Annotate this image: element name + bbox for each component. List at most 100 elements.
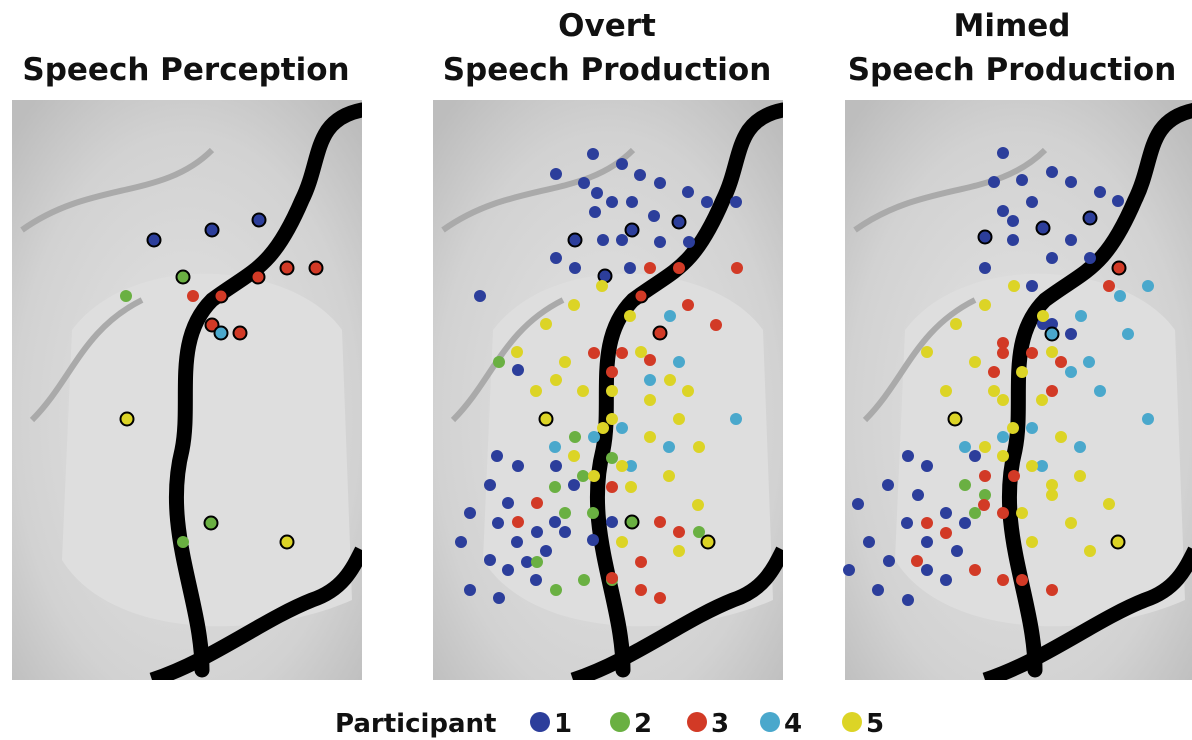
electrode — [682, 385, 694, 397]
electrode — [493, 592, 505, 604]
electrode — [940, 385, 952, 397]
electrode — [664, 374, 676, 386]
electrode — [852, 498, 864, 510]
electrode — [883, 555, 895, 567]
electrode — [921, 346, 933, 358]
legend-marker — [687, 712, 707, 732]
electrode — [682, 186, 694, 198]
electrode — [648, 210, 660, 222]
electrode — [693, 526, 705, 538]
electrode — [634, 169, 646, 181]
electrode — [568, 450, 580, 462]
electrode — [531, 526, 543, 538]
brain-panels — [12, 100, 1192, 680]
electrode — [731, 262, 743, 274]
electrode — [491, 450, 503, 462]
electrode — [591, 187, 603, 199]
electrode — [1026, 422, 1038, 434]
electrode — [1074, 441, 1086, 453]
electrode — [1007, 422, 1019, 434]
legend-label: 5 — [866, 709, 884, 739]
electrode — [474, 290, 486, 302]
electrode — [644, 262, 656, 274]
electrode — [1084, 545, 1096, 557]
electrode — [464, 584, 476, 596]
electrode — [616, 347, 628, 359]
electrode — [644, 374, 656, 386]
electrode — [550, 584, 562, 596]
electrode — [530, 385, 542, 397]
electrode — [540, 413, 553, 426]
electrode — [148, 234, 161, 247]
electrode — [1055, 356, 1067, 368]
electrode — [1046, 385, 1058, 397]
electrode — [997, 394, 1009, 406]
electrode — [511, 536, 523, 548]
electrode — [616, 422, 628, 434]
electrode — [997, 450, 1009, 462]
electrode — [177, 536, 189, 548]
electrode — [682, 299, 694, 311]
electrode — [512, 516, 524, 528]
electrode — [455, 536, 467, 548]
electrode — [1065, 234, 1077, 246]
electrode — [1122, 328, 1134, 340]
electrode — [940, 527, 952, 539]
electrode — [949, 413, 962, 426]
electrode — [673, 413, 685, 425]
legend-label: 3 — [711, 709, 729, 739]
electrode — [997, 205, 1009, 217]
electrode — [530, 574, 542, 586]
electrode — [569, 234, 582, 247]
electrode — [588, 431, 600, 443]
electrode — [1094, 186, 1106, 198]
electrode — [978, 499, 990, 511]
electrode — [502, 497, 514, 509]
electrode — [1142, 280, 1154, 292]
electrode — [701, 196, 713, 208]
electrode — [531, 556, 543, 568]
electrode — [549, 481, 561, 493]
electrode — [644, 394, 656, 406]
electrode — [1016, 574, 1028, 586]
legend-label: 4 — [784, 709, 802, 739]
electrode — [901, 517, 913, 529]
electrode — [673, 545, 685, 557]
electrode — [912, 489, 924, 501]
electrode — [1046, 166, 1058, 178]
electrode — [979, 231, 992, 244]
electrode — [587, 148, 599, 160]
electrode — [1103, 280, 1115, 292]
electrode — [597, 234, 609, 246]
electrode — [1037, 310, 1049, 322]
electrode — [664, 310, 676, 322]
electrode — [588, 470, 600, 482]
electrode — [730, 413, 742, 425]
electrode — [654, 177, 666, 189]
electrode — [969, 507, 981, 519]
electrode — [1114, 290, 1126, 302]
electrode — [464, 507, 476, 519]
electrode — [1046, 346, 1058, 358]
electrode — [531, 497, 543, 509]
legend-marker — [760, 712, 780, 732]
electrode — [1016, 174, 1028, 186]
electrode — [1142, 413, 1154, 425]
electrode — [606, 572, 618, 584]
electrode — [951, 545, 963, 557]
electrode — [969, 450, 981, 462]
electrode — [940, 574, 952, 586]
electrode — [206, 224, 219, 237]
electrode — [979, 441, 991, 453]
electrode — [120, 290, 132, 302]
electrode — [988, 385, 1000, 397]
electrode — [1008, 470, 1020, 482]
electrode — [550, 252, 562, 264]
electrode — [654, 516, 666, 528]
electrode — [1007, 234, 1019, 246]
electrode — [578, 177, 590, 189]
electrode — [997, 147, 1009, 159]
electrode — [234, 327, 247, 340]
electrode — [921, 517, 933, 529]
